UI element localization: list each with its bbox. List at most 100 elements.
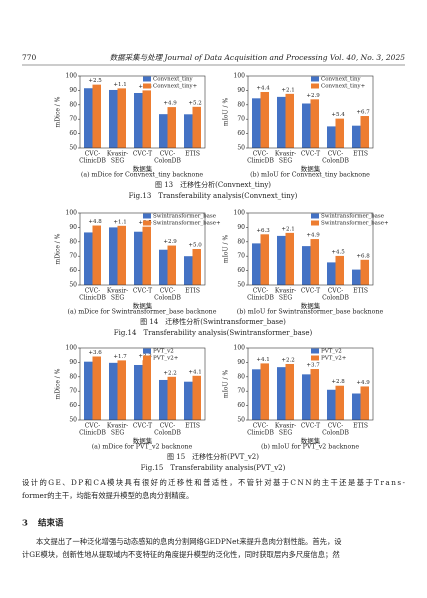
- x-tick-label: SEG: [279, 295, 292, 302]
- bar: [117, 360, 126, 420]
- y-tick-label: 70: [237, 253, 245, 260]
- body-line: 计GE模块，创新性地从提取域内不变特征的角度提升模型的泛化性，同时获取层内多尺度…: [22, 550, 340, 559]
- legend-label: Swintransformer_base: [153, 214, 216, 220]
- gain-label: +6.3: [256, 228, 270, 234]
- bar: [335, 385, 344, 420]
- y-tick-label: 60: [237, 402, 245, 409]
- y-tick-label: 50: [237, 282, 245, 289]
- gain-label: +2.8: [331, 379, 345, 385]
- legend-swatch: [311, 355, 319, 361]
- bar: [310, 369, 319, 420]
- y-tick-label: 90: [237, 224, 245, 231]
- chart: 5060708090100CVC-ClinicDB+4.4Kvasir-SEG+…: [223, 73, 374, 173]
- bar: [277, 235, 286, 285]
- legend-swatch: [311, 348, 319, 354]
- gain-label: +2.9: [163, 239, 177, 245]
- y-axis-label: mIoU / %: [223, 235, 230, 264]
- gain-label: +5.4: [331, 112, 345, 118]
- figure-caption-cn: 图 15 迁移性分析(PVT_v2): [167, 452, 259, 461]
- x-tick-label: ColonDB: [322, 430, 349, 437]
- y-axis-label: mDice / %: [55, 233, 62, 264]
- chart: 5060708090100CVC-ClinicDB+4.8Kvasir-SEG+…: [55, 210, 221, 311]
- gain-label: +4.9: [356, 380, 370, 386]
- bar: [285, 363, 294, 420]
- x-tick-label: ClinicDB: [247, 295, 274, 302]
- bar: [117, 88, 126, 148]
- bar: [327, 262, 336, 285]
- y-tick-label: 50: [237, 145, 245, 152]
- legend-swatch: [311, 76, 319, 82]
- x-tick-label: ClinicDB: [247, 158, 274, 165]
- x-tick-label: Kvasir-: [275, 151, 296, 158]
- x-tick-label: CVC-T: [301, 423, 320, 430]
- gain-label: +4.9: [163, 101, 177, 107]
- bar: [159, 114, 168, 148]
- x-tick-label: SEG: [111, 295, 124, 302]
- x-tick-label: ClinicDB: [79, 430, 106, 437]
- figure-caption-cn: 图 14 迁移性分析(Swintransformer_base): [140, 317, 286, 326]
- y-tick-label: 100: [234, 345, 246, 352]
- bar: [167, 245, 176, 285]
- body-line: 设计的GE、DP和CA模块具有很好的迁移性和普适性，不管针对基于CNN的主干还是…: [22, 478, 406, 487]
- y-tick-label: 100: [66, 210, 78, 217]
- chart: 5060708090100CVC-ClinicDB+3.6Kvasir-SEG+…: [55, 345, 206, 445]
- x-tick-label: SEG: [279, 430, 292, 437]
- legend-label: Convnext_tiny+: [321, 84, 366, 90]
- x-tick-label: CVC-: [328, 288, 344, 295]
- legend-swatch: [311, 213, 319, 219]
- bar: [352, 269, 361, 285]
- plot-frame: [79, 75, 206, 149]
- gain-label: +2.2: [163, 370, 176, 376]
- chart: 5060708090100CVC-ClinicDB+4.1Kvasir-SEG+…: [223, 345, 374, 445]
- x-tick-label: ETIS: [185, 151, 200, 158]
- x-tick-label: CVC-T: [301, 288, 320, 295]
- bar: [310, 239, 319, 285]
- x-tick-label: ColonDB: [154, 430, 181, 437]
- y-tick-label: 100: [66, 73, 78, 80]
- x-tick-label: CVC-T: [133, 288, 152, 295]
- x-tick-label: ClinicDB: [79, 158, 106, 165]
- bar: [167, 107, 176, 148]
- legend-swatch: [143, 83, 151, 89]
- gain-label: +4.5: [331, 249, 345, 255]
- x-tick-label: SEG: [111, 430, 124, 437]
- bar: [142, 360, 151, 420]
- y-tick-label: 80: [69, 101, 77, 108]
- y-tick-label: 80: [69, 373, 77, 380]
- body-line: 本文提出了一种泛化增强与动态感知的息肉分割网络GEDPNet来提升息肉分割性能。…: [36, 537, 342, 546]
- bar: [92, 225, 101, 285]
- x-tick-label: ETIS: [185, 288, 200, 295]
- legend-label: PVT_v2+: [321, 356, 347, 362]
- bar: [84, 361, 93, 420]
- x-tick-label: ColonDB: [322, 158, 349, 165]
- subcaption: (b) mIoU for PVT_v2 backnone: [261, 444, 359, 451]
- x-tick-label: CVC-T: [133, 423, 152, 430]
- y-tick-label: 60: [69, 402, 77, 409]
- plot-frame: [247, 75, 374, 149]
- x-tick-label: Kvasir-: [107, 151, 128, 158]
- gain-label: +6.8: [356, 253, 370, 259]
- body-line: former的主干，均能有效提升模型的息肉分割精度。: [22, 491, 193, 500]
- gain-label: +4.8: [88, 219, 102, 225]
- figure-caption-en: Fig.14 Transferability analysis(Swintran…: [114, 329, 313, 337]
- x-tick-label: Kvasir-: [275, 288, 296, 295]
- legend-label: PVT_v2+: [153, 356, 179, 362]
- bar: [134, 231, 143, 285]
- x-tick-label: CVC-: [85, 288, 101, 295]
- x-tick-label: CVC-: [160, 151, 176, 158]
- y-axis-label: mDice / %: [55, 96, 62, 127]
- legend-label: PVT_v2: [153, 349, 174, 355]
- y-tick-label: 50: [69, 145, 77, 152]
- legend-label: Convnext_tiny: [153, 77, 194, 83]
- gain-label: +3.6: [88, 350, 102, 356]
- bar: [360, 116, 369, 148]
- gain-label: +4.4: [256, 85, 270, 91]
- bar: [260, 91, 269, 148]
- x-tick-label: CVC-: [253, 288, 269, 295]
- y-tick-label: 90: [69, 359, 77, 366]
- bar: [327, 126, 336, 148]
- x-tick-label: ClinicDB: [79, 295, 106, 302]
- gain-label: +4.9: [306, 233, 320, 239]
- y-tick-label: 60: [237, 267, 245, 274]
- legend-label: Swintransformer_base: [321, 214, 384, 220]
